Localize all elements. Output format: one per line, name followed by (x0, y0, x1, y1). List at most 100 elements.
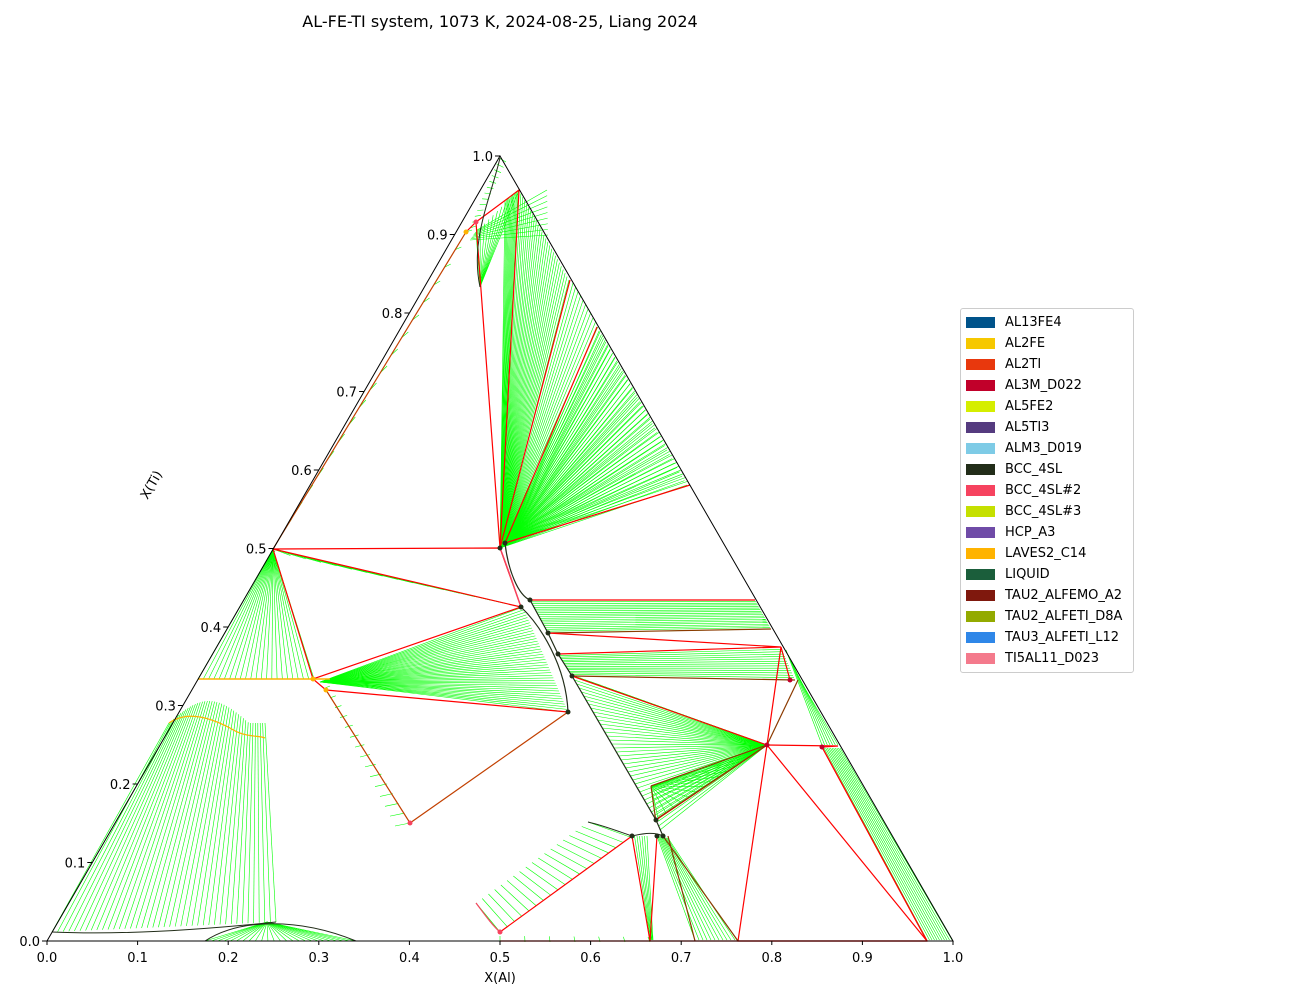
tie-line (208, 712, 237, 926)
tie-line (90, 709, 187, 931)
tie-line (229, 548, 274, 680)
tie-line (568, 670, 793, 674)
tie-line (319, 635, 536, 683)
tie-line (266, 921, 300, 942)
legend-swatch (966, 317, 995, 328)
tie-line (255, 548, 274, 680)
legend-label: TAU2_ALFETI_D8A (1005, 609, 1123, 624)
phase-point (497, 545, 503, 551)
tie-line (213, 548, 274, 680)
legend-item: BCC_4SL#3 (961, 501, 1133, 522)
tie-line (544, 853, 580, 875)
phase-point (569, 673, 575, 679)
tie-line (236, 722, 249, 924)
x-tick-label: 0.0 (37, 951, 58, 966)
legend-swatch (966, 506, 995, 517)
tie-line (319, 622, 530, 683)
tie-line (535, 609, 761, 612)
tie-line (499, 210, 531, 549)
tie-line (499, 269, 564, 549)
legend-item: ALM3_D019 (961, 438, 1133, 459)
tie-line (500, 884, 530, 912)
tie-line (74, 714, 179, 932)
tie-line (519, 871, 551, 896)
tie-line (650, 785, 697, 793)
legend-label: LAVES2_C14 (1005, 546, 1087, 561)
tie-line (504, 334, 602, 544)
tie-line (349, 734, 359, 738)
tie-line (242, 722, 251, 924)
tie-line (158, 701, 215, 928)
tie-line (272, 548, 304, 680)
legend-swatch (966, 590, 995, 601)
tie-line (504, 383, 631, 544)
tie-line (118, 702, 199, 930)
tie-triangle (650, 785, 657, 823)
tie-line (504, 424, 655, 544)
tie-line (504, 345, 609, 544)
tie-line (639, 835, 652, 941)
tie-line (651, 744, 768, 791)
tie-line (650, 785, 705, 788)
y-tick-label: 0.2 (110, 778, 131, 793)
tie-line (266, 921, 275, 942)
tie-line (174, 703, 223, 927)
tie-line (354, 744, 365, 748)
tie-line (499, 313, 591, 549)
tie-line (504, 413, 649, 544)
legend-item: AL3M_D022 (961, 375, 1133, 396)
tie-line (558, 649, 783, 656)
tie-line (562, 839, 602, 859)
tie-line (499, 245, 551, 549)
tie-triangle (475, 188, 520, 549)
tie-line (191, 707, 230, 926)
tie-line (583, 695, 768, 746)
tie-line (319, 638, 537, 683)
tie-line (650, 781, 713, 787)
tie-line (538, 857, 573, 880)
legend-swatch (966, 338, 995, 349)
tie-triangle (272, 547, 522, 608)
tie-line (259, 722, 266, 923)
tie-triangle (272, 231, 467, 550)
legend-swatch (966, 485, 995, 496)
tie-line (272, 548, 283, 680)
legend-label: AL13FE4 (1005, 315, 1062, 330)
tie-line (379, 793, 393, 797)
tie-line (488, 893, 515, 922)
tie-line (319, 648, 542, 683)
tie-line (661, 836, 712, 941)
tie-line (479, 210, 498, 288)
tie-line (474, 215, 482, 217)
tie-line (499, 241, 549, 549)
tie-line (592, 711, 768, 746)
tie-line (499, 252, 554, 549)
phase-boundary (504, 542, 664, 837)
tie-line (203, 548, 274, 680)
tie-line (543, 622, 768, 626)
y-tick-label: 0.5 (246, 543, 267, 558)
tie-line (799, 679, 839, 746)
tie-line (202, 710, 235, 926)
tie-line (218, 548, 274, 680)
tie-line (208, 548, 274, 680)
tie-line (534, 607, 760, 610)
tie-line (539, 615, 764, 619)
tie-line (504, 390, 635, 544)
tie-line (499, 248, 552, 549)
tie-triangle (737, 744, 929, 942)
tie-line (653, 744, 768, 800)
tie-line (499, 200, 526, 549)
tie-line (102, 706, 191, 930)
tie-line (319, 659, 546, 683)
tie-line (479, 202, 507, 288)
tie-line (319, 611, 526, 683)
tie-line (830, 747, 938, 941)
tie-line (611, 743, 768, 746)
tie-line (455, 246, 462, 250)
tie-line (266, 921, 357, 942)
tie-line (499, 207, 529, 549)
tie-line (319, 643, 539, 683)
tie-line (271, 548, 274, 680)
tie-line (479, 223, 485, 288)
